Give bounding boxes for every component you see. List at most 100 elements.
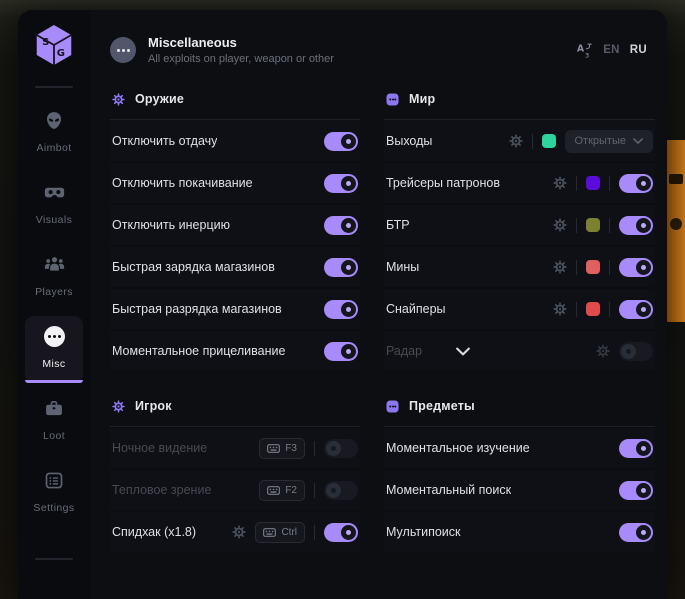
toggle-switch[interactable] <box>324 341 358 361</box>
right-column: Мир Выходы Открытые <box>384 80 655 554</box>
feature-row: Отключить покачивание <box>110 163 360 205</box>
sidebar-item-settings[interactable]: Settings <box>25 460 83 527</box>
feature-row: Быстрая зарядка магазинов <box>110 247 360 289</box>
ellipsis-circle-icon <box>43 326 65 347</box>
toggle-switch[interactable] <box>619 341 653 361</box>
settings-gear-icon[interactable] <box>553 302 567 316</box>
toggle-switch[interactable] <box>324 438 358 458</box>
toggle-switch[interactable] <box>324 215 358 235</box>
vertical-separator <box>314 440 315 456</box>
section-header-items: Предметы <box>384 395 655 417</box>
header-texts: Miscellaneous All exploits on player, we… <box>148 35 334 65</box>
hotkey-badge[interactable]: F2 <box>259 479 305 501</box>
settings-gear-icon[interactable] <box>553 176 567 190</box>
left-column: Оружие Отключить отдачу Отключить покачи… <box>110 80 360 554</box>
color-swatch[interactable] <box>586 302 600 316</box>
feature-label: Моментальное изучение <box>386 441 530 455</box>
section-header-player: Игрок <box>110 395 360 417</box>
toggle-switch[interactable] <box>324 131 358 151</box>
settings-gear-icon[interactable] <box>232 525 246 539</box>
hotkey-badge[interactable]: Ctrl <box>255 521 305 543</box>
feature-row: Снайперы <box>384 289 655 331</box>
page-title: Miscellaneous <box>148 35 237 50</box>
sidebar-item-players[interactable]: Players <box>25 244 83 311</box>
settings-gear-icon[interactable] <box>596 344 610 358</box>
toggle-switch[interactable] <box>619 257 653 277</box>
vertical-separator <box>314 482 315 498</box>
vertical-separator <box>609 259 610 275</box>
feature-row: Спидхак (x1.8) Ctrl <box>110 512 360 554</box>
vertical-separator <box>576 217 577 233</box>
section-divider <box>110 426 360 427</box>
sidebar-item-aimbot[interactable]: Aimbot <box>25 100 83 167</box>
feature-label: Радар <box>386 344 423 358</box>
toggle-switch[interactable] <box>619 522 653 542</box>
dropdown-value: Открытые <box>574 135 627 147</box>
feature-row: Моментальное прицеливание <box>110 331 360 373</box>
feature-label: Быстрая зарядка магазинов <box>112 260 275 274</box>
feature-label: Трейсеры патронов <box>386 176 501 190</box>
settings-gear-icon[interactable] <box>553 218 567 232</box>
sidebar: Aimbot Visuals Players Misc Loot Setting… <box>18 10 90 599</box>
hotkey-label: F3 <box>285 442 297 454</box>
toggle-switch[interactable] <box>619 299 653 319</box>
section-divider <box>110 119 360 120</box>
sidebar-item-label: Loot <box>42 430 66 442</box>
feature-label: Мины <box>386 260 420 274</box>
feature-label: Моментальное прицеливание <box>112 344 286 358</box>
settings-gear-icon[interactable] <box>509 134 523 148</box>
sidebar-item-visuals[interactable]: Visuals <box>25 172 83 239</box>
keyboard-icon <box>267 486 280 495</box>
feature-label: Отключить отдачу <box>112 134 218 148</box>
sidebar-item-label: Aimbot <box>36 142 72 154</box>
section-header-world: Мир <box>384 88 655 110</box>
expand-chevron-icon[interactable] <box>456 347 470 356</box>
feature-row: Быстрая разрядка магазинов <box>110 289 360 331</box>
color-swatch[interactable] <box>541 134 556 148</box>
content-columns: Оружие Отключить отдачу Отключить покачи… <box>110 80 655 554</box>
toggle-switch[interactable] <box>619 215 653 235</box>
toggle-switch[interactable] <box>619 173 653 193</box>
vr-goggles-icon <box>44 182 65 203</box>
world-badge-icon <box>386 93 399 106</box>
toggle-switch[interactable] <box>324 522 358 542</box>
toggle-switch[interactable] <box>324 299 358 319</box>
feature-label: БТР <box>386 218 410 232</box>
translate-icon <box>576 42 593 59</box>
color-swatch[interactable] <box>586 260 600 274</box>
exits-dropdown[interactable]: Открытые <box>564 129 653 153</box>
toggle-switch[interactable] <box>619 438 653 458</box>
lang-en-button[interactable]: EN <box>603 44 620 56</box>
lang-ru-button[interactable]: RU <box>629 44 647 56</box>
section-title: Оружие <box>135 92 184 106</box>
settings-gear-icon[interactable] <box>553 260 567 274</box>
feature-label: Снайперы <box>386 302 446 316</box>
color-swatch[interactable] <box>586 218 600 232</box>
sidebar-item-loot[interactable]: Loot <box>25 388 83 455</box>
feature-row: Отключить инерцию <box>110 205 360 247</box>
toggle-switch[interactable] <box>619 480 653 500</box>
sidebar-divider <box>35 86 73 88</box>
feature-label: Ночное видение <box>112 441 208 455</box>
sidebar-item-label: Players <box>35 286 73 298</box>
feature-label: Тепловое зрение <box>112 483 212 497</box>
feature-row: Мины <box>384 247 655 289</box>
feature-row: БТР <box>384 205 655 247</box>
feature-label: Отключить инерцию <box>112 218 230 232</box>
feature-label: Мультипоиск <box>386 525 461 539</box>
hotkey-label: F2 <box>285 484 297 496</box>
color-swatch[interactable] <box>586 176 600 190</box>
gear-icon <box>112 93 125 106</box>
hotkey-badge[interactable]: F3 <box>259 437 305 459</box>
feature-label: Быстрая разрядка магазинов <box>112 302 282 316</box>
toggle-switch[interactable] <box>324 173 358 193</box>
sidebar-divider <box>35 558 73 560</box>
feature-row: Трейсеры патронов <box>384 163 655 205</box>
toggle-switch[interactable] <box>324 257 358 277</box>
vertical-separator <box>314 524 315 540</box>
toggle-switch[interactable] <box>324 480 358 500</box>
sidebar-item-label: Visuals <box>35 214 73 226</box>
sidebar-item-misc[interactable]: Misc <box>25 316 83 383</box>
alien-icon <box>44 110 64 131</box>
vertical-separator <box>609 217 610 233</box>
